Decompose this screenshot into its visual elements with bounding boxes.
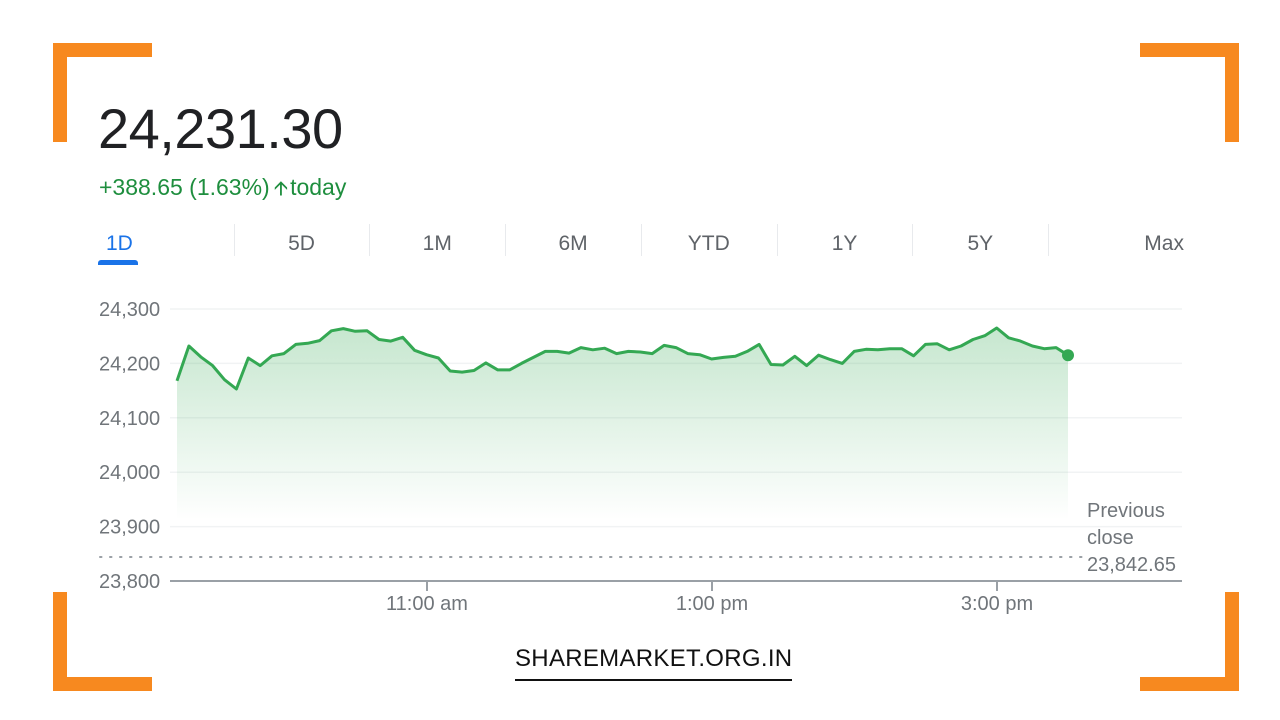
x-tick-label: 11:00 am: [386, 593, 468, 615]
active-tab-indicator: [98, 260, 138, 265]
tab-label: 1Y: [831, 232, 858, 255]
corner-bracket-top-left: [53, 43, 152, 142]
corner-bracket-top-right: [1140, 43, 1239, 142]
last-price-dot: [1062, 349, 1074, 362]
y-tick-label: 24,000: [99, 462, 160, 484]
current-price: 24,231.30: [98, 97, 343, 160]
tab-5y[interactable]: 5Y: [912, 222, 1048, 266]
tab-label: 5D: [288, 232, 315, 255]
tab-5d[interactable]: 5D: [233, 222, 370, 266]
change-suffix: today: [290, 174, 347, 200]
price-line: [175, 326, 1069, 391]
y-tick-label: 24,300: [99, 299, 160, 321]
tab-1d[interactable]: 1D: [92, 222, 234, 266]
site-watermark: SHAREMARKET.ORG.IN: [515, 645, 793, 681]
change-value: +388.65 (1.63%): [99, 174, 270, 200]
x-tick-label: 1:00 pm: [676, 593, 748, 615]
tab-label: 1D: [106, 232, 133, 255]
tab-1y[interactable]: 1Y: [776, 222, 913, 266]
y-axis-labels: 24,300 24,200 24,100 24,000 23,900 23,800: [99, 299, 160, 593]
y-tick-label: 23,800: [99, 571, 160, 593]
tab-label: 1M: [422, 232, 452, 255]
area-fill: [177, 328, 1068, 520]
tab-6m[interactable]: 6M: [505, 222, 641, 266]
y-tick-label: 23,900: [99, 517, 160, 539]
arrow-up-icon: 🡩: [273, 178, 289, 200]
tab-ytd[interactable]: YTD: [640, 222, 777, 266]
tab-max[interactable]: Max: [1048, 222, 1184, 266]
tab-label: YTD: [687, 232, 730, 255]
range-tabs: 1D 5D 1M 6M YTD 1Y 5Y Max: [92, 222, 1184, 266]
tab-1m[interactable]: 1M: [369, 222, 505, 266]
previous-close-value: 23,842.65: [1087, 554, 1176, 576]
x-axis-ticks: 11:00 am 1:00 pm 3:00 pm: [386, 581, 1033, 615]
x-tick-label: 3:00 pm: [961, 593, 1033, 615]
price-change: +388.65 (1.63%) 🡩today: [99, 174, 346, 208]
tab-label: 5Y: [967, 232, 994, 255]
corner-bracket-bottom-right: [1140, 592, 1239, 691]
corner-bracket-bottom-left: [53, 592, 152, 691]
previous-close-label: Previous close 23,842.65: [1087, 498, 1176, 579]
tab-label: Max: [1144, 232, 1184, 255]
previous-close-text-1: Previous: [1087, 500, 1165, 522]
y-tick-label: 24,100: [99, 408, 160, 430]
previous-close-text-2: close: [1087, 527, 1134, 549]
y-tick-label: 24,200: [99, 353, 160, 375]
tab-label: 6M: [558, 232, 588, 255]
